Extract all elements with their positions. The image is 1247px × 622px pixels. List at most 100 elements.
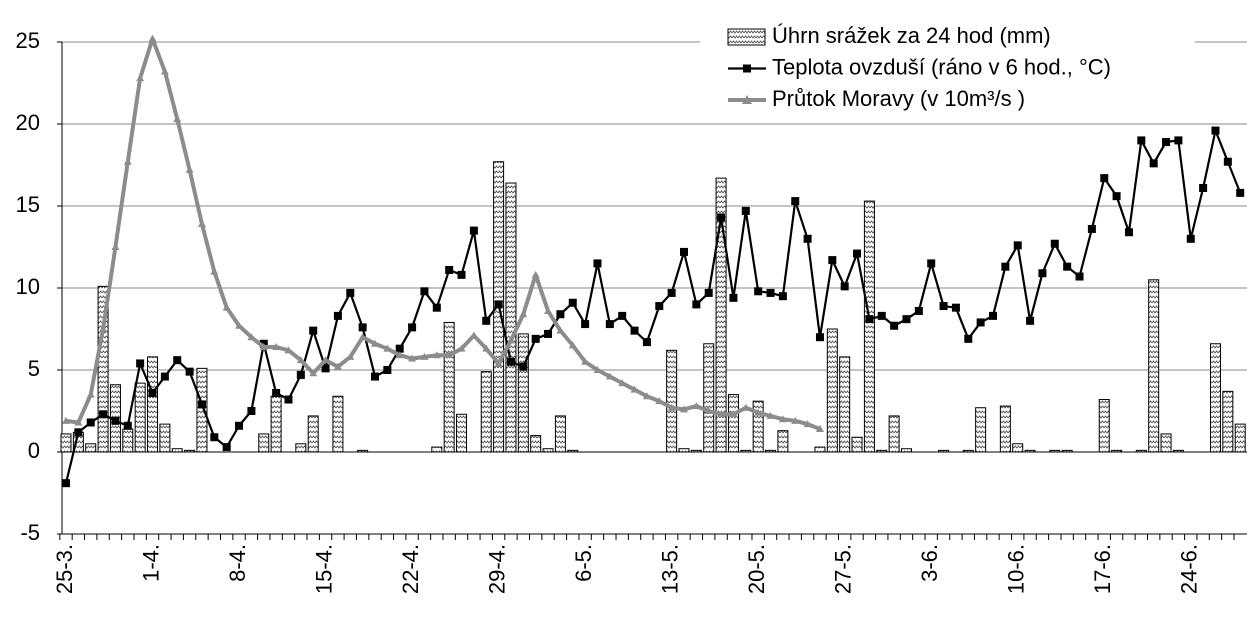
marker [667, 288, 676, 297]
marker [976, 318, 985, 327]
bar [999, 405, 1011, 453]
marker [1112, 192, 1121, 201]
x-tick-label: 13-5. [657, 544, 682, 594]
marker [803, 420, 812, 428]
y-tick-label: 15 [16, 192, 40, 217]
marker [99, 410, 108, 419]
marker [494, 359, 503, 367]
marker [778, 292, 787, 301]
bar [517, 333, 529, 453]
marker [235, 421, 244, 430]
marker [86, 418, 95, 427]
bar [1061, 449, 1073, 453]
bar [1135, 449, 1147, 453]
marker [210, 433, 219, 442]
marker [531, 270, 540, 278]
marker [642, 392, 651, 400]
x-tick-label: 10-6. [1004, 544, 1029, 594]
marker [914, 306, 923, 315]
marker [482, 316, 491, 325]
legend-marker [743, 64, 751, 73]
bar [690, 449, 702, 453]
marker [1087, 224, 1096, 233]
bar [443, 321, 455, 453]
marker [346, 352, 355, 360]
marker [296, 370, 305, 379]
bar [666, 349, 678, 453]
marker [568, 341, 577, 349]
marker [99, 325, 108, 332]
marker [717, 213, 726, 222]
marker [1050, 239, 1059, 248]
bar [357, 449, 369, 453]
marker [309, 326, 318, 335]
marker [272, 388, 281, 397]
bar [1148, 279, 1160, 453]
bar [307, 415, 319, 453]
marker [123, 421, 132, 430]
bar [122, 428, 134, 453]
marker [333, 311, 342, 320]
marker [160, 372, 169, 381]
y-tick-label: 25 [16, 28, 40, 53]
marker [197, 400, 206, 409]
bar [184, 449, 196, 453]
bar [888, 415, 900, 453]
marker [272, 343, 281, 351]
marker [432, 351, 441, 359]
line [64, 129, 1242, 484]
legend: Úhrn srážek za 24 hod (mm) Teplota ovzduš… [700, 20, 1195, 114]
bar [480, 371, 492, 453]
marker [642, 338, 651, 347]
marker [581, 320, 590, 329]
marker [729, 293, 738, 302]
marker [655, 397, 664, 405]
marker [1223, 157, 1232, 166]
marker [74, 418, 83, 426]
marker [815, 425, 824, 433]
bar [975, 407, 987, 453]
marker [1001, 262, 1010, 271]
marker [865, 315, 874, 324]
bar [554, 415, 566, 453]
bar [777, 430, 789, 453]
bar [851, 436, 863, 453]
bar [270, 395, 282, 453]
marker [358, 323, 367, 332]
marker [927, 259, 936, 268]
marker [815, 333, 824, 342]
marker [890, 321, 899, 330]
marker [581, 357, 590, 365]
bar [938, 449, 950, 453]
bar [740, 449, 752, 453]
marker [321, 356, 330, 364]
marker [1174, 136, 1183, 145]
bar [567, 449, 579, 453]
marker [148, 34, 157, 42]
legend-label: Průtok Moravy (v 10m³/s ) [772, 86, 1025, 111]
y-tick-label: 0 [28, 438, 40, 463]
bar [295, 443, 307, 453]
marker [420, 287, 429, 296]
marker [593, 366, 602, 373]
bar [715, 177, 727, 453]
legend-label: Úhrn srážek za 24 hod (mm) [772, 23, 1051, 48]
bar [134, 382, 146, 453]
marker [828, 256, 837, 265]
marker [383, 344, 392, 352]
x-tick-label: 1-4. [138, 544, 163, 582]
marker [618, 311, 627, 320]
marker [160, 67, 169, 75]
marker [395, 344, 404, 353]
bar [900, 448, 912, 453]
marker [1013, 241, 1022, 250]
marker [593, 259, 602, 268]
marker [395, 351, 404, 359]
marker [346, 288, 355, 297]
bar [332, 395, 344, 453]
marker [1124, 228, 1133, 237]
bar [727, 394, 739, 453]
legend-box [700, 20, 1195, 114]
marker [1038, 269, 1047, 278]
